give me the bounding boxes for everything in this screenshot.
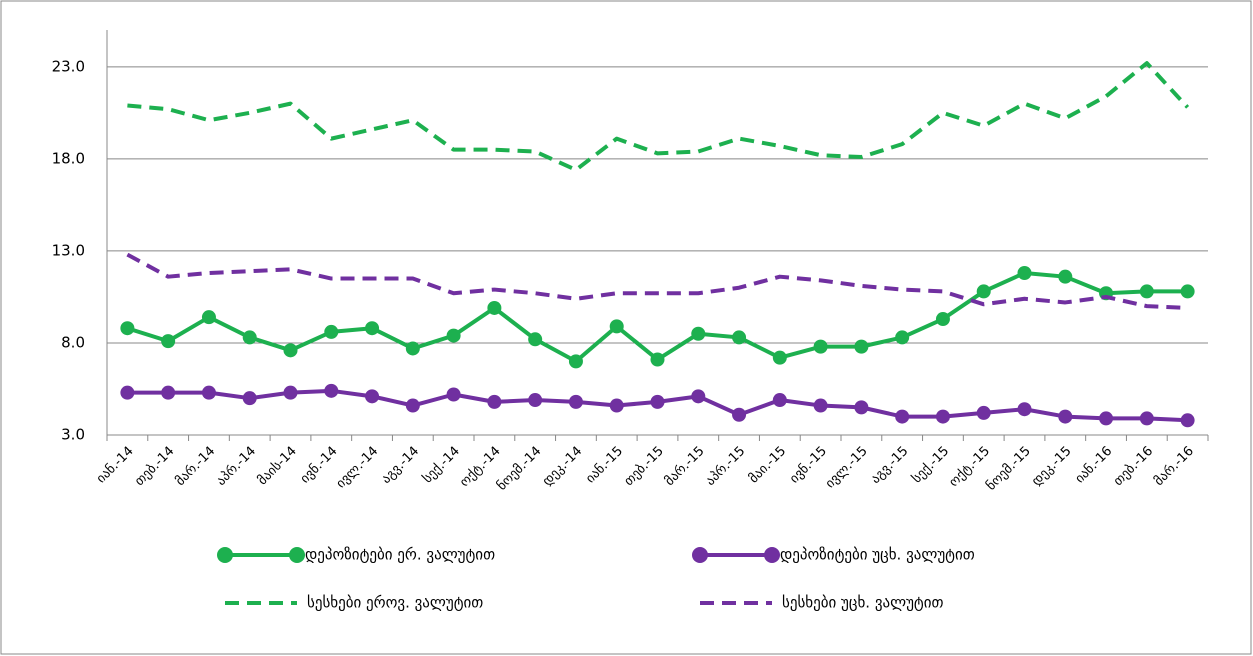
y-tick-label: 13.0 xyxy=(52,241,85,259)
point xyxy=(650,394,665,409)
y-tick-label: 8.0 xyxy=(61,333,85,351)
legend-label: დეპოზიტები ერ. ვალუტით xyxy=(305,546,495,564)
legend-label: სესხები უცხ. ვალუტით xyxy=(782,594,944,612)
point xyxy=(405,341,420,356)
point xyxy=(1017,402,1032,417)
point xyxy=(1058,269,1073,284)
legend-marker xyxy=(217,547,233,563)
y-tick-label: 23.0 xyxy=(52,57,85,75)
point xyxy=(609,319,624,334)
point xyxy=(446,387,461,402)
point xyxy=(120,321,135,336)
point xyxy=(201,385,216,400)
line-series xyxy=(126,252,1188,310)
point xyxy=(1058,409,1073,424)
line-series xyxy=(127,61,1190,172)
point xyxy=(732,407,747,422)
point xyxy=(895,409,910,424)
point xyxy=(201,310,216,325)
point xyxy=(324,383,339,398)
point xyxy=(568,394,583,409)
point xyxy=(405,398,420,413)
point xyxy=(691,389,706,404)
point xyxy=(854,339,869,354)
point xyxy=(365,389,380,404)
point xyxy=(324,324,339,339)
point xyxy=(528,332,543,347)
point xyxy=(813,398,828,413)
point xyxy=(732,330,747,345)
point xyxy=(446,328,461,343)
point xyxy=(120,385,135,400)
legend-item: დეპოზიტები ერ. ვალუტით xyxy=(217,546,495,564)
legend-marker xyxy=(764,547,780,563)
point xyxy=(976,405,991,420)
point xyxy=(365,321,380,336)
point xyxy=(1099,411,1114,426)
point xyxy=(772,350,787,365)
y-tick-label: 3.0 xyxy=(61,426,85,444)
legend-label: სესხები ეროვ. ვალუტით xyxy=(307,594,483,612)
point xyxy=(976,284,991,299)
legend-label: დეპოზიტები უცხ. ვალუტით xyxy=(780,546,975,564)
point xyxy=(487,300,502,315)
point xyxy=(283,343,298,358)
point xyxy=(1180,284,1195,299)
point xyxy=(242,330,257,345)
point xyxy=(528,393,543,408)
point xyxy=(1017,266,1032,280)
point xyxy=(609,398,624,413)
point xyxy=(161,385,176,400)
point xyxy=(283,385,298,400)
point xyxy=(650,352,665,367)
legend-item: სესხები ეროვ. ვალუტით xyxy=(225,594,483,612)
point xyxy=(935,312,950,327)
legend-item: სესხები უცხ. ვალუტით xyxy=(700,594,944,612)
point xyxy=(935,409,950,424)
point xyxy=(772,393,787,408)
point xyxy=(487,394,502,409)
point xyxy=(161,334,176,349)
legend-marker xyxy=(692,547,708,563)
point xyxy=(1139,284,1154,299)
legend-marker xyxy=(289,547,305,563)
point xyxy=(568,354,583,369)
point xyxy=(813,339,828,354)
y-tick-label: 18.0 xyxy=(52,149,85,167)
legend-item: დეპოზიტები უცხ. ვალუტით xyxy=(692,546,975,564)
point xyxy=(854,400,869,415)
point xyxy=(242,391,257,406)
point xyxy=(895,330,910,345)
point xyxy=(1139,411,1154,426)
point xyxy=(691,326,706,341)
point xyxy=(1180,413,1195,428)
